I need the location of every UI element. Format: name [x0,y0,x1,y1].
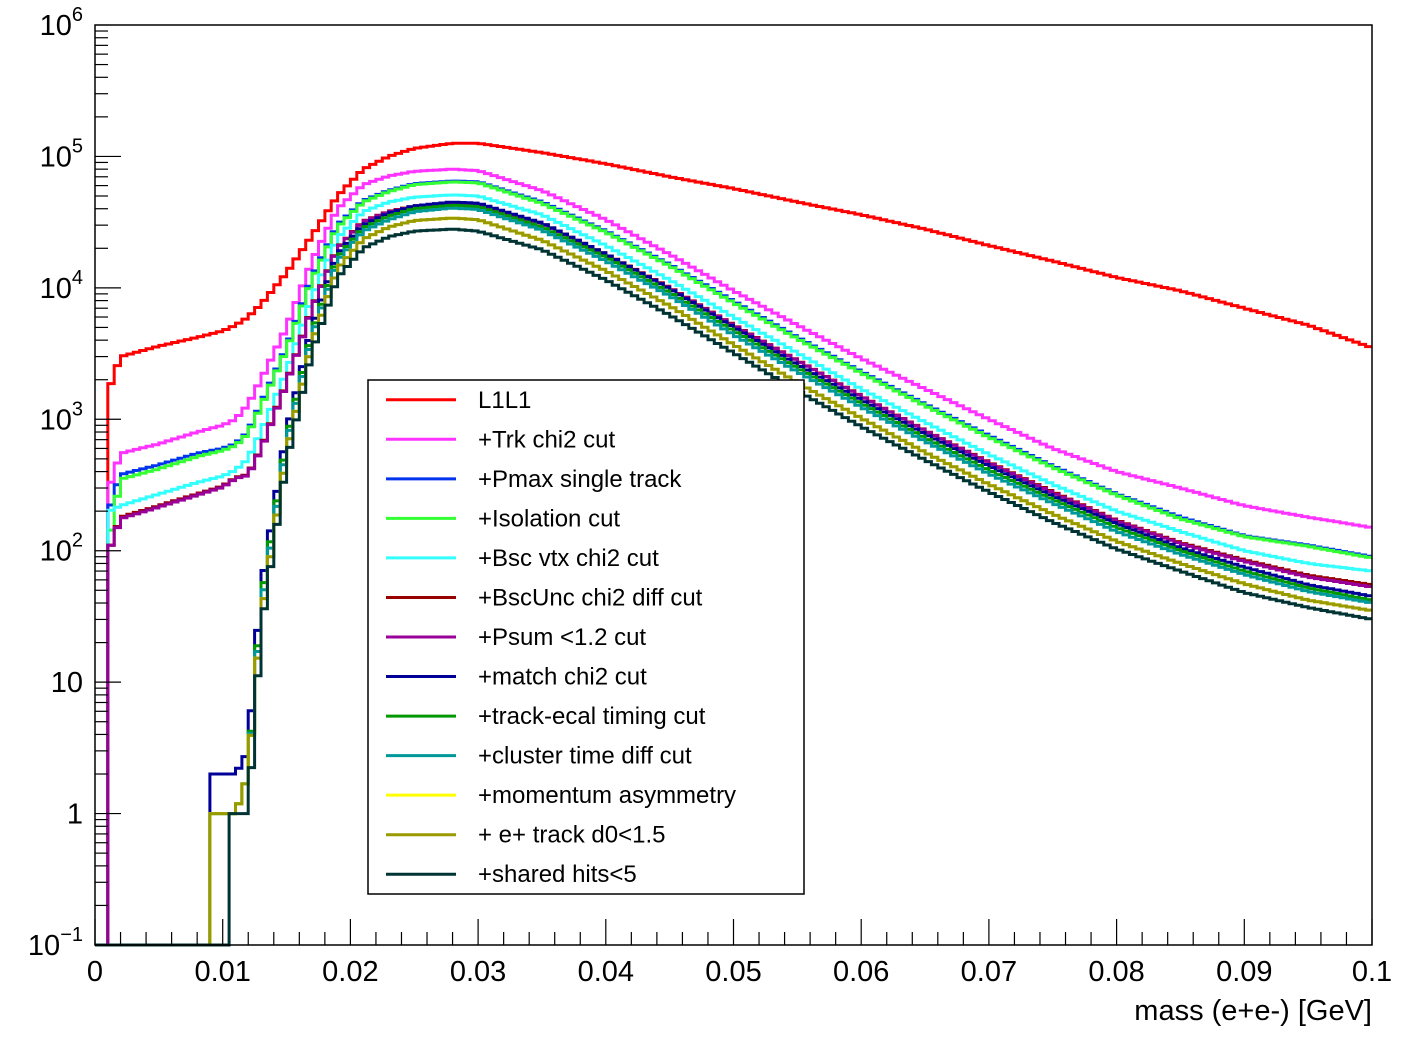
legend-item-shared-hits-5: +shared hits<5 [386,861,637,888]
legend-item-trk-chi2-cut: +Trk chi2 cut [386,426,615,453]
series-layer [95,141,1372,947]
legend-label: +Trk chi2 cut [478,426,615,453]
legend-item-match-chi2-cut: +match chi2 cut [386,664,647,691]
series-l1l1 [95,141,1372,947]
series-cluster-time-diff-cut [95,206,1372,947]
y-tick-label: 103 [40,398,83,436]
legend-label: + e+ track d0<1.5 [478,822,665,849]
legend-item-pmax-single-track: +Pmax single track [386,466,682,493]
x-tick-label: 0.08 [1088,956,1144,988]
legend-label: +BscUnc chi2 diff cut [478,584,703,611]
series-shared-hits-5 [95,227,1372,947]
x-tick-label: 0.06 [833,956,889,988]
x-tick-label: 0.05 [705,956,761,988]
y-tick-label: 104 [40,267,83,305]
x-tick-label: 0.04 [578,956,634,988]
y-tick-label: 102 [40,530,83,568]
legend-label: +momentum asymmetry [478,782,736,809]
legend-label: +match chi2 cut [478,664,647,691]
legend-label: +Pmax single track [478,466,682,493]
legend-label: +Bsc vtx chi2 cut [478,545,659,572]
legend-item-e-track-d0-1-5: + e+ track d0<1.5 [386,822,665,849]
legend-label: +Psum <1.2 cut [478,624,646,651]
legend-label: L1L1 [478,387,531,414]
y-tick-label: 106 [40,4,83,42]
legend-label: +shared hits<5 [478,861,637,888]
y-tick-label: 105 [40,135,83,173]
legend-item-bsc-vtx-chi2-cut: +Bsc vtx chi2 cut [386,545,659,572]
legend-label: +Isolation cut [478,505,620,532]
series-e-track-d0-1-5 [95,216,1372,947]
y-tick-label: 10−1 [28,924,83,962]
x-tick-label: 0 [87,956,103,988]
x-tick-label: 0.07 [961,956,1017,988]
tick-labels: 0 0.01 0.02 0.03 0.04 0.05 0.06 0.07 0.08 0.09 0.1… [28,4,1392,988]
legend-item-isolation-cut: +Isolation cut [386,505,620,532]
legend-item-momentum-asymmetry: +momentum asymmetry [386,782,736,809]
axis-ticks [94,30,1373,946]
y-tick-label: 10 [51,667,83,699]
legend-label: +track-ecal timing cut [478,703,706,730]
legend-item-bscunc-chi2-diff-cut: +BscUnc chi2 diff cut [386,584,703,611]
x-tick-label: 0.1 [1352,956,1392,988]
x-tick-label: 0.02 [322,956,378,988]
legend-item-psum-1-2-cut: +Psum <1.2 cut [386,624,646,651]
y-tick-label: 1 [67,799,83,831]
series-trk-chi2-cut [95,167,1372,947]
legend: L1L1 +Trk chi2 cut +Pmax single track +Isol… [367,379,805,895]
x-axis-title: mass (e+e-) [GeV] [1134,995,1372,1027]
legend-item-track-ecal-timing-cut: +track-ecal timing cut [386,703,706,730]
x-tick-label: 0.09 [1216,956,1272,988]
x-tick-label: 0.01 [194,956,250,988]
x-tick-label: 0.03 [450,956,506,988]
series-isolation-cut [95,180,1372,947]
legend-item-l1l1: L1L1 [386,387,531,414]
legend-item-cluster-time-diff-cut: +cluster time diff cut [386,743,692,770]
legend-label: +cluster time diff cut [478,743,692,770]
